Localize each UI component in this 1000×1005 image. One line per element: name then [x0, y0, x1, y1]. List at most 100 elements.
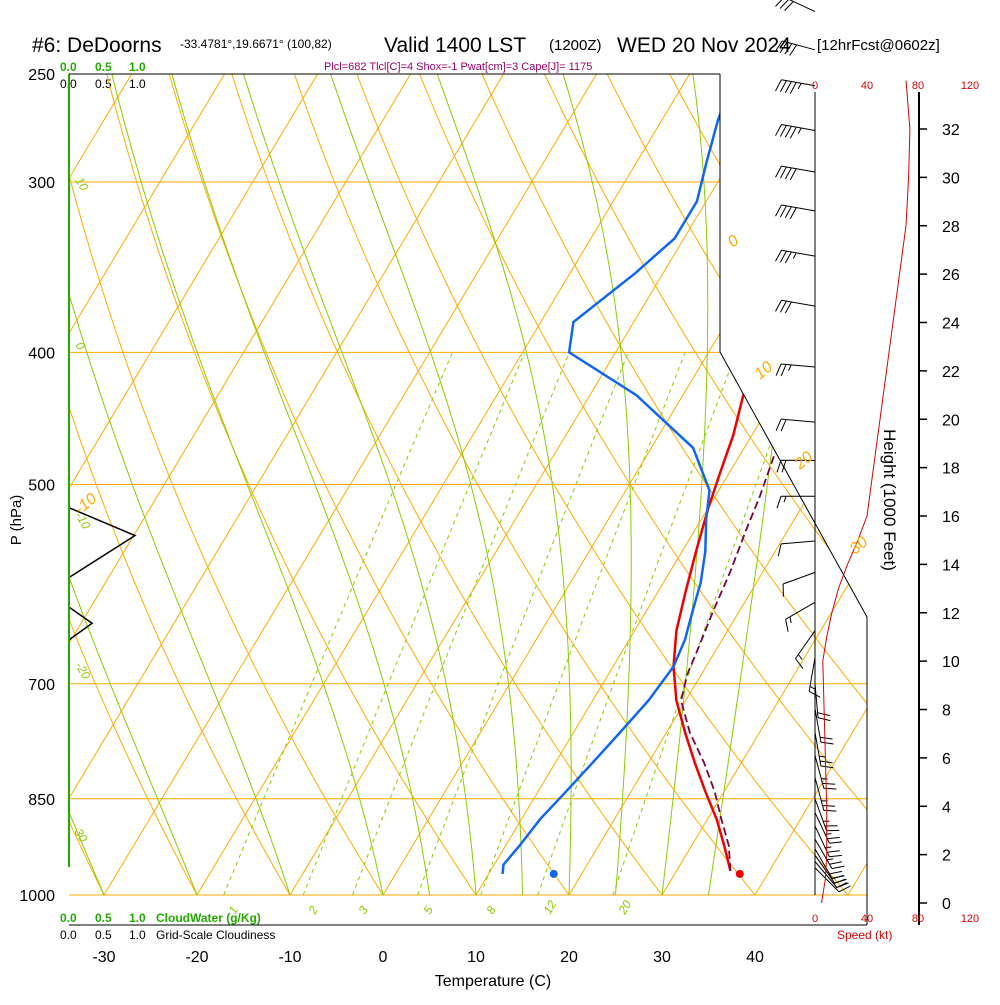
mixing-ratio-line [303, 352, 525, 895]
height-tick-label: 22 [942, 364, 960, 381]
mixing-ratio-label: 8 [483, 903, 499, 916]
height-tick-label: 12 [942, 606, 960, 623]
dry-adiabat-label: 0 [725, 232, 743, 251]
forecast-run: [12hrFcst@0602z] [817, 37, 940, 54]
moist-adiabat-label: -10 [72, 510, 93, 532]
wind-barbs [775, 0, 850, 892]
height-axis-title: Height (1000 Feet) [880, 429, 899, 571]
dry-adiabat [0, 50, 11, 895]
dry-adiabat-label: 30 [847, 534, 872, 559]
pressure-tick-label: 700 [28, 677, 55, 694]
wind-barb [778, 541, 815, 556]
dry-adiabat-label: 10 [752, 359, 777, 384]
wind-barb [776, 0, 816, 12]
surface-temperature-dot [736, 870, 744, 878]
station-title: #6: DeDoorns [32, 34, 162, 57]
speed-tick-label-top: 80 [912, 80, 924, 92]
height-tick-label: 20 [942, 412, 960, 429]
cloudwater-scale-bottom-2: 1.0 [129, 911, 146, 925]
dry-adiabat [410, 50, 941, 895]
height-tick-label: 28 [942, 219, 960, 236]
pressure-tick-label: 500 [28, 478, 55, 495]
speed-tick-label-bottom: 0 [812, 913, 818, 925]
dry-adiabat [224, 50, 662, 895]
dry-adiabat-label: 20 [791, 449, 816, 474]
pressure-tick-label: 1000 [19, 888, 55, 905]
dry-adiabat [286, 50, 755, 895]
pressure-tick-label: 400 [28, 345, 55, 362]
valid-time: Valid 1400 LST [384, 34, 526, 57]
height-tick-label: 14 [942, 557, 960, 574]
height-tick-label: 26 [942, 267, 960, 284]
speed-axis-title: Speed (kt) [837, 928, 892, 942]
wind-barb [776, 364, 815, 376]
wind-barb [815, 849, 844, 878]
wind-barb [777, 496, 815, 508]
x-axis-title: Temperature (C) [435, 973, 551, 990]
cloudiness-scale-bottom-1: 0.5 [95, 928, 112, 942]
cloudiness-scale-bottom-0: 0.0 [60, 928, 77, 942]
wind-barb [815, 684, 830, 721]
speed-tick-label-top: 40 [861, 80, 873, 92]
speed-tick-label-bottom: 40 [861, 913, 873, 925]
mixing-ratio-label: 5 [420, 903, 436, 916]
dry-adiabat [39, 50, 383, 895]
surface-dewpoint-dot [550, 870, 558, 878]
moist-adiabat-label: -30 [69, 823, 90, 845]
mixing-ratio-label: 12 [540, 898, 559, 917]
dry-adiabat [534, 50, 1000, 895]
cloudwater-scale-bottom-1: 0.5 [95, 911, 112, 925]
wind-barb [776, 166, 816, 180]
wind-barb [776, 125, 816, 139]
temperature-tick-label: 20 [560, 949, 578, 966]
wind-barb [776, 80, 816, 94]
mixing-ratio-line [352, 352, 569, 895]
moist-adiabat-label: -20 [72, 660, 93, 682]
cloudwater-label: CloudWater (g/Kg) [156, 911, 261, 925]
cloudwater-scale-top-1: 0.5 [95, 60, 112, 74]
cloudwater-scale-top-2: 1.0 [129, 60, 146, 74]
speed-tick-label-bottom: 80 [912, 913, 924, 925]
mixing-ratio-line [418, 352, 629, 895]
thermo-grid [0, 50, 1000, 895]
height-tick-label: 24 [942, 316, 960, 333]
dry-adiabat [595, 50, 1000, 895]
moist-adiabat-label: 0 [72, 340, 88, 353]
mixing-ratio-line [224, 352, 453, 895]
cloudwater-scale-bottom-0: 0.0 [60, 911, 77, 925]
speed-tick-label-top: 0 [812, 80, 818, 92]
height-tick-label: 8 [942, 703, 951, 720]
y-axis-title: P (hPa) [8, 495, 25, 546]
mixing-ratio-line [481, 352, 685, 895]
height-tick-label: 30 [942, 170, 960, 187]
dry-adiabat [101, 50, 476, 895]
pressure-tick-label: 850 [28, 792, 55, 809]
cloudiness-scale-top-2: 1.0 [129, 77, 146, 91]
height-tick-label: 32 [942, 122, 960, 139]
utc-time: (1200Z) [549, 37, 602, 54]
mixing-ratio-label: 20 [615, 898, 634, 918]
pressure-tick-label: 300 [28, 175, 55, 192]
temperature-tick-label: 40 [746, 949, 764, 966]
wind-barb [776, 300, 816, 313]
cloudiness-scale-bottom-2: 1.0 [129, 928, 146, 942]
height-tick-label: 10 [942, 654, 960, 671]
height-tick-label: 6 [942, 751, 951, 768]
height-tick-label: 4 [942, 799, 951, 816]
speed-tick-label-bottom: 120 [961, 913, 979, 925]
wind-barb [776, 205, 816, 219]
height-tick-label: 2 [942, 848, 951, 865]
dry-adiabat [348, 50, 848, 895]
temperature-tick-label: -30 [92, 949, 115, 966]
height-tick-label: 16 [942, 509, 960, 526]
pressure-tick-label: 250 [28, 67, 55, 84]
wind-barb [783, 572, 815, 596]
temperature-tick-label: 0 [379, 949, 388, 966]
wind-barb [796, 631, 816, 669]
plot-frame [69, 74, 919, 925]
cloudiness-label: Grid-Scale Cloudiness [156, 928, 275, 942]
temperature-tick-label: -20 [185, 949, 208, 966]
wind-barb [776, 419, 815, 431]
wind-barb [815, 861, 849, 887]
